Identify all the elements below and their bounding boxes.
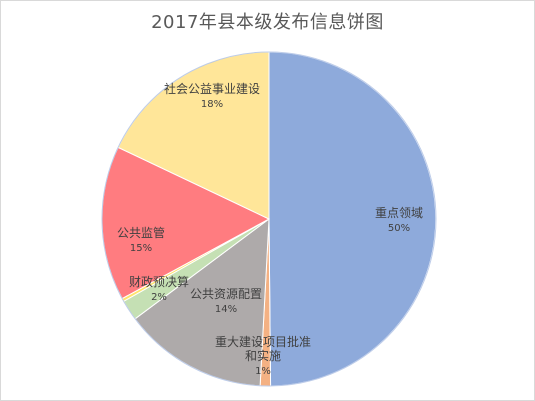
slice-value-label: 2% (151, 292, 167, 303)
slice-label: 重点领域 (375, 206, 423, 220)
slice-label: 重大建设项目批准 (215, 334, 311, 349)
pie-slice (117, 51, 270, 220)
slice-label: 公共资源配置 (190, 287, 262, 301)
pie-slice (101, 146, 271, 300)
pie-slice (134, 217, 270, 387)
slice-value-label: 18% (201, 99, 223, 110)
chart-title: 2017年县本级发布信息饼图 (151, 12, 384, 33)
slice-value-label: 15% (130, 243, 152, 254)
slice-value-label: 14% (215, 304, 237, 315)
slice-value-label: 1% (255, 366, 271, 377)
slice-label: 和实施 (245, 348, 281, 363)
slice-value-label: 50% (388, 223, 410, 234)
slice-label: 社会公益事业建设 (164, 81, 260, 96)
slice-label: 财政预决算 (129, 274, 189, 289)
pie-slice (268, 51, 437, 387)
slice-label: 公共监管 (117, 225, 165, 240)
pie-outline (101, 51, 437, 387)
